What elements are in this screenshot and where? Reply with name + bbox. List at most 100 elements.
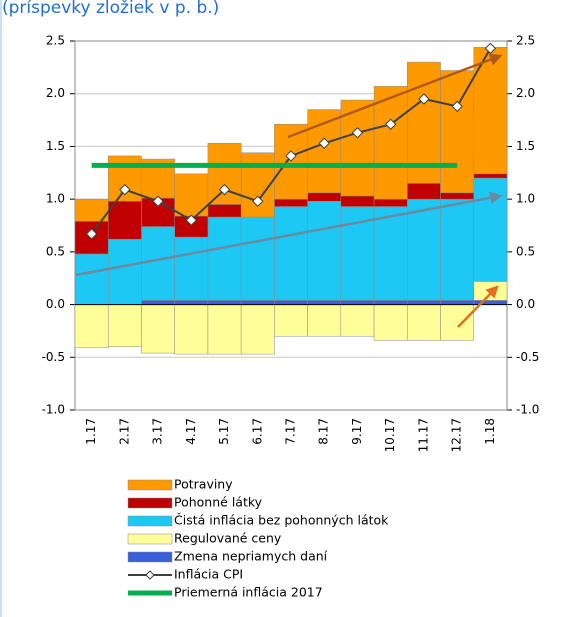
bar	[440, 192, 475, 200]
bar	[473, 281, 508, 301]
point	[418, 93, 430, 105]
legend-swatch	[127, 479, 173, 491]
y2-tick-label: 2.5	[516, 34, 535, 48]
bar	[307, 201, 342, 301]
trend-arrow	[457, 285, 499, 328]
annotations	[75, 53, 503, 328]
bar	[174, 304, 209, 355]
bar	[340, 300, 375, 305]
bar	[141, 226, 175, 301]
y2-tick-label: 1.5	[516, 139, 535, 153]
bar	[141, 300, 175, 305]
bar	[274, 206, 308, 301]
point	[85, 228, 98, 240]
legend-swatch	[127, 533, 173, 545]
bar	[107, 201, 142, 240]
y2-tick-label: 2.0	[516, 86, 535, 100]
y-tick-label: 2.5	[46, 34, 65, 48]
legend-swatch	[127, 497, 173, 509]
bar	[440, 198, 475, 301]
legend-label: Inflácia CPI	[174, 567, 243, 582]
y2-tick-label: -1.0	[516, 403, 539, 417]
bar	[373, 206, 408, 301]
y-tick-label: -1.0	[42, 403, 65, 417]
bar	[74, 253, 109, 305]
legend-label: Priemerná inflácia 2017	[174, 585, 323, 600]
legend-label: Pohonné látky	[174, 495, 263, 510]
legend-label: Potraviny	[174, 477, 233, 492]
y-tick-label: 2.0	[46, 86, 65, 100]
bar	[407, 304, 441, 341]
bar	[141, 304, 175, 354]
x-tick-label: 1.18	[483, 418, 497, 445]
point	[185, 214, 198, 226]
y-tick-label: -0.5	[42, 350, 65, 364]
x-tick-label: 9.17	[350, 418, 364, 445]
x-tick-label: 6.17	[250, 418, 264, 445]
x-tick-label: 11.17	[416, 418, 430, 452]
bar	[207, 300, 242, 305]
legend-swatch	[127, 515, 173, 527]
point	[351, 127, 364, 139]
bar	[107, 304, 142, 347]
x-tick-label: 12.17	[450, 418, 464, 452]
legend-label: Zmena nepriamych daní	[174, 549, 328, 564]
point	[119, 183, 131, 196]
point	[451, 100, 463, 113]
bar	[440, 70, 475, 194]
bar	[207, 204, 242, 218]
x-tick-label: 10.17	[383, 418, 397, 452]
x-tick-label: 4.17	[184, 418, 198, 445]
bar	[207, 304, 242, 355]
bar	[174, 236, 209, 301]
point	[484, 42, 497, 55]
bar	[407, 183, 441, 200]
bar	[207, 216, 242, 301]
plot-area: 2.5 2.0 1.5 1.0 0.5 0.0 -0.5 -1.0 2.5 2.0 1.5 1.0 0.…	[42, 34, 540, 453]
bar	[274, 300, 308, 305]
legend-marker	[145, 570, 155, 580]
y-tick-label: 0.0	[46, 297, 65, 311]
y2-tick-label: 0.5	[516, 244, 535, 258]
legend: Potraviny Pohonné látky Čistá inflácia bez…	[127, 477, 389, 600]
y-tick-label: 0.5	[46, 244, 65, 258]
bar	[307, 192, 342, 202]
bar	[473, 47, 508, 175]
x-tick-label: 5.17	[217, 418, 231, 445]
bar	[74, 304, 109, 349]
x-tick-label: 3.17	[151, 418, 165, 445]
bar	[373, 304, 408, 341]
bar	[274, 304, 308, 337]
bar	[373, 198, 408, 207]
point	[318, 137, 330, 149]
x-tick-label: 8.17	[317, 418, 331, 445]
bar	[340, 195, 375, 207]
legend-label: Čistá inflácia bez pohonných látok	[174, 513, 389, 528]
bar	[240, 216, 275, 301]
bar	[174, 300, 209, 305]
trend-arrow	[75, 191, 503, 277]
point	[285, 150, 297, 162]
bar	[373, 86, 408, 200]
bar	[407, 198, 441, 301]
bar	[473, 177, 508, 282]
bar	[274, 198, 308, 207]
bar	[107, 238, 142, 305]
y2-tick-label: 1.0	[516, 192, 535, 206]
bar	[307, 304, 342, 337]
y-tick-label: 1.0	[46, 192, 65, 206]
x-tick-label: 7.17	[284, 418, 298, 445]
y2-tick-label: -0.5	[516, 350, 539, 364]
bar	[407, 300, 441, 305]
y2-tick-label: 0.0	[516, 297, 535, 311]
legend-swatch	[127, 551, 173, 563]
bar	[240, 300, 275, 305]
chart-subtitle: (príspevky zložiek v p. b.)	[2, 0, 219, 18]
x-tick-label: 1.17	[84, 418, 98, 445]
point	[152, 195, 164, 207]
point	[218, 183, 231, 196]
bar	[307, 300, 342, 305]
legend-label: Regulované ceny	[174, 531, 282, 546]
bar	[373, 300, 408, 305]
